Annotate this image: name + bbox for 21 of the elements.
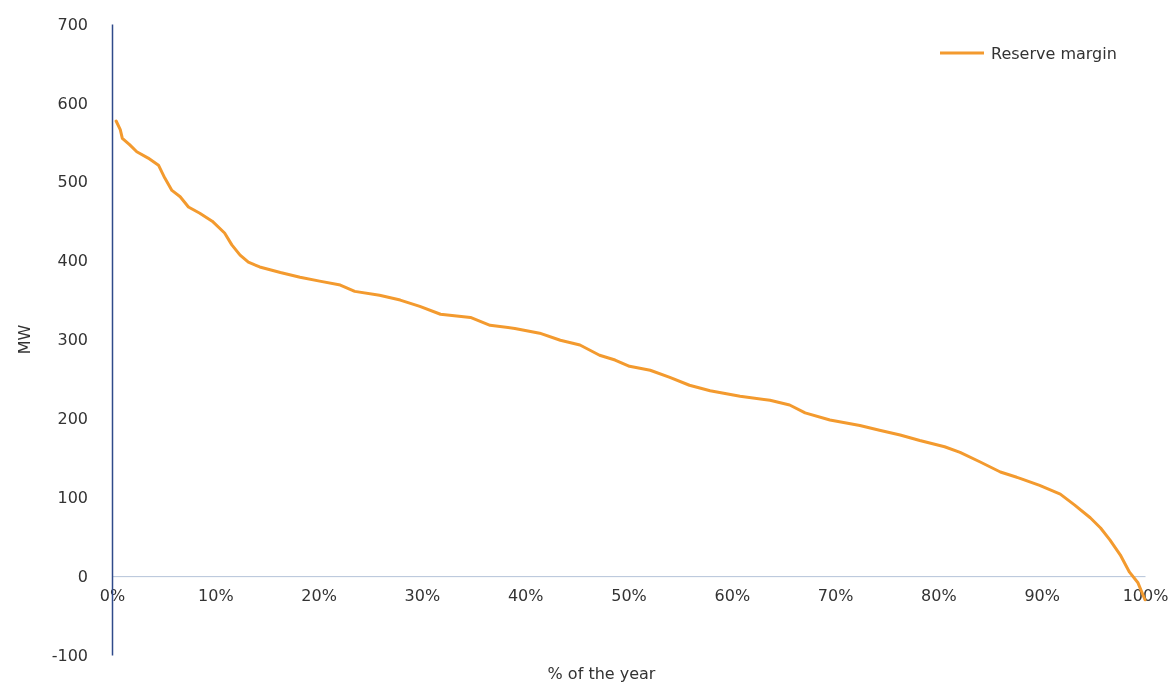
x-axis-title: % of the year [547, 664, 656, 683]
x-tick-label: 10% [198, 586, 234, 606]
y-tick-label: 0 [77, 566, 88, 586]
y-tick-label: 300 [57, 330, 88, 350]
x-tick-label: 90% [1024, 586, 1060, 606]
x-tick-label: 70% [817, 586, 854, 606]
x-tick-label: 30% [404, 586, 441, 606]
y-tick-label: -100 [51, 645, 88, 665]
y-tick-label: 400 [57, 251, 88, 271]
y-tick-label: 700 [57, 14, 88, 34]
y-tick-label: 200 [57, 408, 88, 428]
y-tick-label: 100 [57, 487, 88, 507]
x-tick-label: 40% [507, 586, 544, 606]
x-tick-label: 60% [714, 586, 751, 606]
x-tick-label: 80% [921, 586, 957, 606]
x-tick-label: 20% [301, 586, 337, 606]
y-tick-label: 500 [57, 172, 88, 192]
y-tick-label: 600 [57, 93, 88, 113]
legend-label: Reserve margin [991, 44, 1117, 63]
x-tick-label: 50% [611, 586, 647, 606]
y-axis-title: MW [15, 324, 34, 355]
